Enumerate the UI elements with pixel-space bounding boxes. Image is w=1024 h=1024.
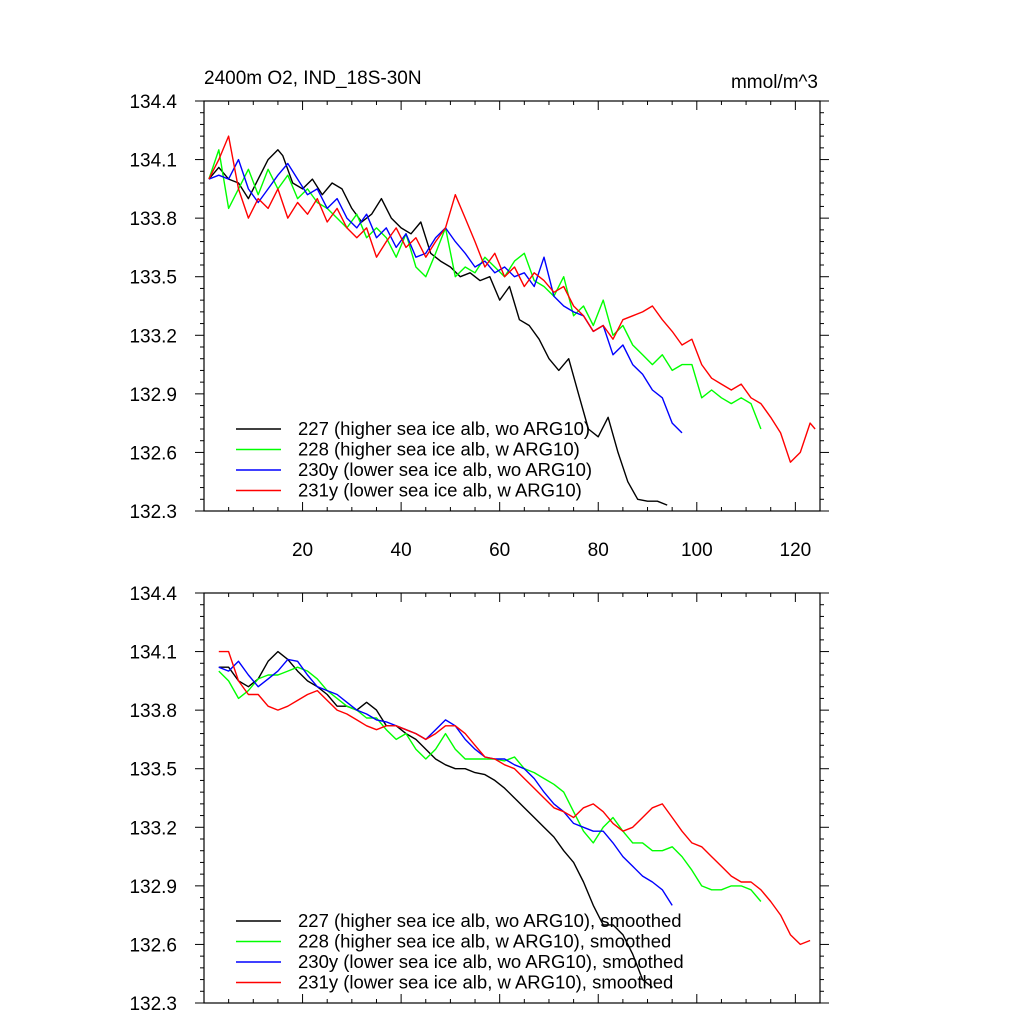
bottom-y-tick-label: 132.6: [129, 935, 177, 956]
top-legend-label-231y: 231y (lower sea ice alb, w ARG10): [298, 480, 582, 501]
top-y-tick-label: 132.9: [129, 385, 177, 406]
bottom-y-tick-label: 133.5: [129, 760, 177, 781]
bottom-legend-label-227: 227 (higher sea ice alb, wo ARG10), smoo…: [298, 910, 682, 931]
top-legend-label-228: 228 (higher sea ice alb, w ARG10): [298, 439, 580, 460]
top-series-line-230y: [208, 158, 683, 434]
top-x-tick-label: 60: [489, 540, 510, 561]
top-x-tick-label: 80: [588, 540, 609, 561]
top-x-tick-label: 100: [681, 540, 713, 561]
bottom-y-tick-label: 132.3: [129, 994, 177, 1015]
bottom-y-tick-label: 134.1: [129, 643, 177, 664]
top-x-tick-label: 120: [780, 540, 812, 561]
top-y-tick-label: 134.1: [129, 151, 177, 172]
top-legend-label-230y: 230y (lower sea ice alb, wo ARG10): [298, 459, 592, 480]
bottom-legend-label-230y: 230y (lower sea ice alb, wo ARG10), smoo…: [298, 951, 684, 972]
bottom-legend-label-228: 228 (higher sea ice alb, w ARG10), smoot…: [298, 931, 671, 952]
top-y-tick-label: 134.4: [129, 92, 177, 113]
top-series-line-227: [208, 149, 668, 506]
bottom-series-line-228: [218, 666, 762, 902]
top-series-line-228: [208, 149, 762, 430]
top-panel-frame: [203, 100, 821, 512]
bottom-series-line-227: [218, 650, 653, 988]
bottom-panel-frame: [203, 592, 821, 1004]
bottom-series-line-231y: [218, 650, 811, 946]
top-y-tick-label: 132.6: [129, 443, 177, 464]
bottom-y-tick-label: 134.4: [129, 584, 177, 605]
top-y-tick-label: 133.8: [129, 209, 177, 230]
bottom-y-tick-label: 133.8: [129, 701, 177, 722]
top-y-tick-label: 133.2: [129, 326, 177, 347]
top-panel: 2400m O2, IND_18S-30N mmol/m^3 20 40 60 80 1…: [129, 68, 829, 561]
top-series-line-231y: [208, 135, 816, 463]
top-x-tick-label: 20: [292, 540, 313, 561]
top-panel-title: 2400m O2, IND_18S-30N: [204, 68, 422, 89]
top-x-tick-label: 40: [391, 540, 412, 561]
bottom-y-tick-label: 132.9: [129, 877, 177, 898]
top-panel-units: mmol/m^3: [731, 72, 818, 93]
bottom-y-tick-label: 133.2: [129, 818, 177, 839]
top-y-tick-label: 132.3: [129, 502, 177, 523]
bottom-series-line-230y: [218, 658, 673, 906]
top-legend-label-227: 227 (higher sea ice alb, wo ARG10): [298, 418, 590, 439]
bottom-legend-label-231y: 231y (lower sea ice alb, w ARG10), smoot…: [298, 972, 673, 993]
bottom-panel: 132.3 132.6 132.9 133.2 133.5 133.8 134.1 134.4…: [129, 584, 829, 1015]
top-y-tick-label: 133.5: [129, 268, 177, 289]
